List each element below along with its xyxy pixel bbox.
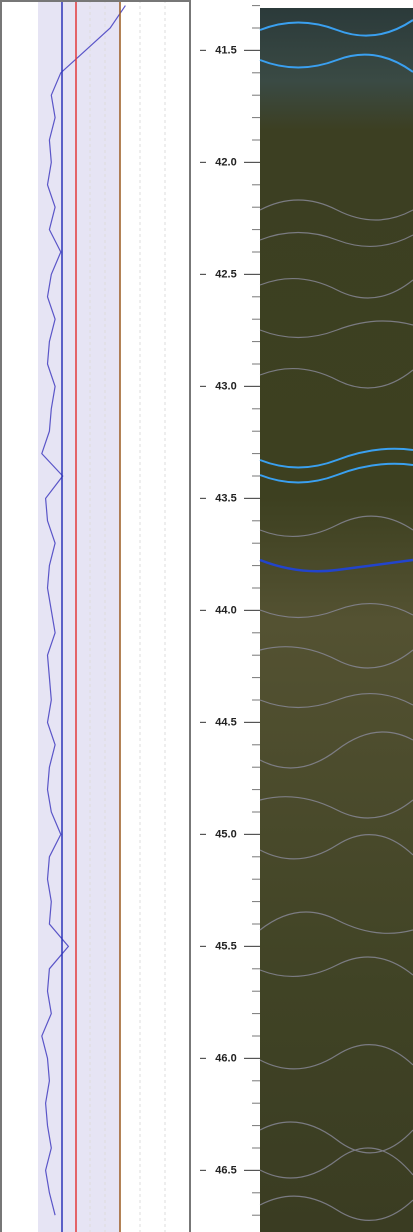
depth-axis: 41.5 42.0 42.5 43.0 43.5 44.0 44.5 45.0 45.5 46.0… bbox=[200, 5, 260, 1216]
major-fracture bbox=[259, 558, 413, 573]
core-photo bbox=[260, 8, 413, 1232]
y-tick-label: 45.0 bbox=[215, 828, 236, 840]
y-tick-label: 42.0 bbox=[215, 156, 236, 168]
y-tick-label: 42.5 bbox=[215, 268, 236, 280]
track-grid bbox=[89, 0, 166, 1232]
fractures bbox=[259, 199, 413, 1221]
y-tick-label: 44.0 bbox=[215, 604, 236, 616]
y-tick-label: 44.5 bbox=[215, 716, 236, 728]
y-tick-label: 41.5 bbox=[215, 44, 236, 56]
trace-layer bbox=[41, 5, 126, 1216]
trace-line bbox=[41, 5, 126, 1216]
y-tick-label: 43.5 bbox=[215, 492, 236, 504]
core-image bbox=[259, 8, 413, 1232]
highlighted-fractures bbox=[259, 19, 413, 484]
y-tick-label: 43.0 bbox=[215, 380, 236, 392]
shaded-band bbox=[38, 0, 120, 1232]
y-tick-label: 45.5 bbox=[215, 940, 236, 952]
y-tick-label: 46.0 bbox=[215, 1052, 236, 1064]
track-frame bbox=[0, 0, 191, 1232]
y-tick-label: 46.5 bbox=[215, 1164, 236, 1176]
